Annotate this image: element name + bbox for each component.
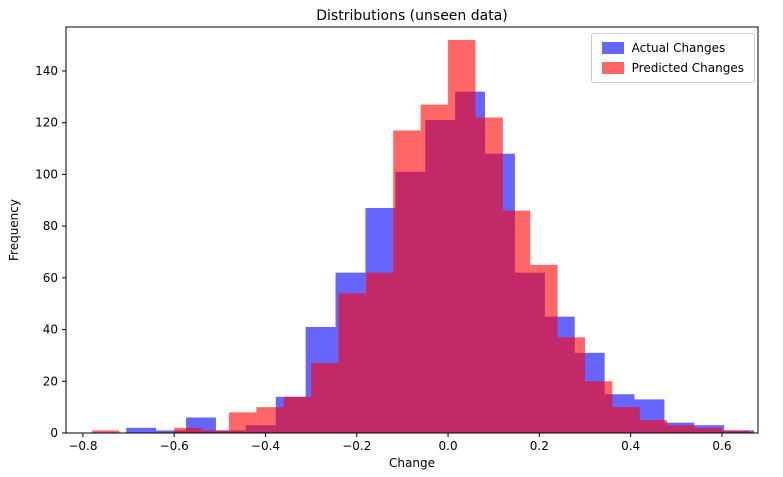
- svg-text:−0.6: −0.6: [160, 439, 189, 453]
- svg-text:−0.2: −0.2: [342, 439, 371, 453]
- chart-title: Distributions (unseen data): [316, 8, 508, 24]
- legend-swatch-actual-icon: [601, 42, 624, 54]
- svg-text:0: 0: [50, 426, 58, 440]
- svg-text:60: 60: [43, 271, 58, 285]
- svg-text:−0.8: −0.8: [68, 439, 97, 453]
- legend: Actual Changes Predicted Changes: [590, 33, 755, 83]
- svg-text:140: 140: [35, 64, 58, 78]
- svg-text:20: 20: [43, 374, 58, 388]
- svg-text:0.4: 0.4: [621, 439, 640, 453]
- x-axis-label: Change: [389, 456, 435, 470]
- legend-entry-predicted: Predicted Changes: [601, 61, 744, 75]
- svg-text:40: 40: [43, 323, 58, 337]
- svg-text:100: 100: [35, 167, 58, 181]
- legend-label-actual: Actual Changes: [631, 41, 726, 55]
- legend-entry-actual: Actual Changes: [601, 41, 744, 55]
- svg-text:0.0: 0.0: [439, 439, 458, 453]
- svg-text:−0.4: −0.4: [251, 439, 280, 453]
- svg-text:0.2: 0.2: [530, 439, 549, 453]
- svg-text:0.6: 0.6: [712, 439, 731, 453]
- legend-label-predicted: Predicted Changes: [631, 61, 744, 75]
- y-axis-label: Frequency: [7, 199, 21, 261]
- svg-text:80: 80: [43, 219, 58, 233]
- svg-text:120: 120: [35, 116, 58, 130]
- legend-swatch-predicted-icon: [601, 62, 624, 74]
